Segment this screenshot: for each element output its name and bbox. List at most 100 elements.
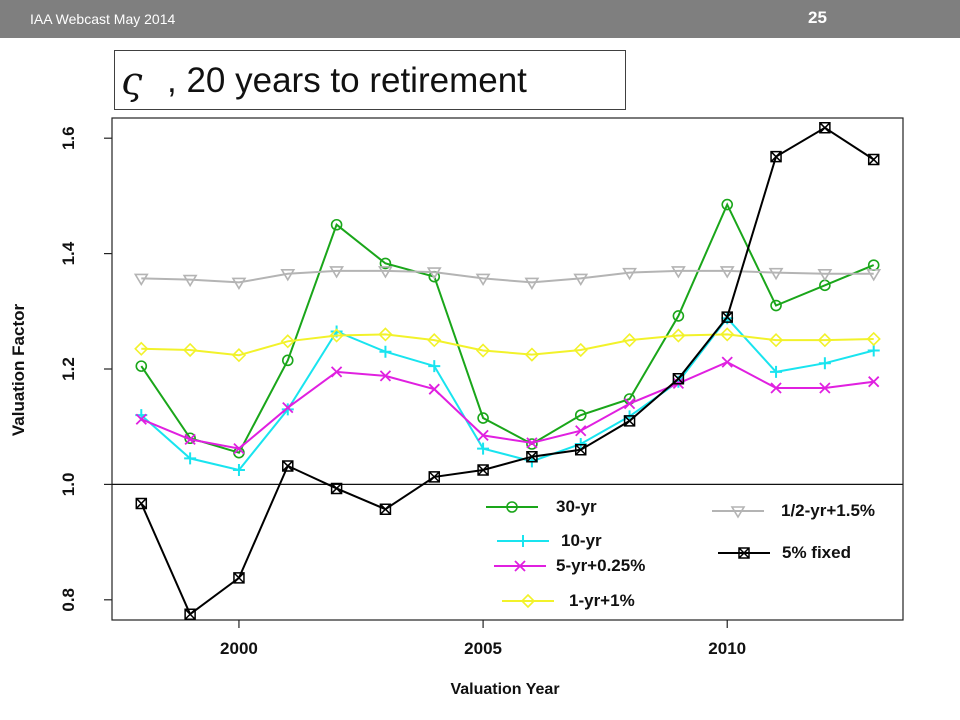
legend-marker <box>514 560 526 572</box>
data-point <box>770 150 782 163</box>
webcast-label: IAA Webcast May 2014 <box>30 11 176 27</box>
data-point <box>379 345 392 358</box>
data-point <box>720 327 735 342</box>
data-point <box>575 425 587 437</box>
y-tick-label: 1.0 <box>59 473 78 497</box>
legend-label: 30-yr <box>556 497 597 516</box>
data-point <box>526 437 538 449</box>
data-point <box>623 415 636 427</box>
slide-title-box: ς , 20 years to retirement <box>114 50 626 110</box>
x-axis-label: Valuation Year <box>450 681 559 698</box>
data-point <box>526 438 538 450</box>
title-symbol: ς <box>121 59 143 103</box>
y-tick-label: 1.4 <box>59 241 78 265</box>
data-point <box>184 433 196 446</box>
data-point <box>721 356 733 368</box>
data-point <box>770 299 782 312</box>
data-point <box>622 333 637 348</box>
series-line-1-2-yr-1-5 <box>141 269 874 284</box>
data-point <box>330 218 343 231</box>
data-point <box>281 403 294 416</box>
data-point <box>330 366 343 378</box>
data-point <box>428 471 441 483</box>
series-30-yr <box>135 198 880 459</box>
y-tick-label: 1.2 <box>59 357 78 381</box>
data-point <box>721 198 734 211</box>
data-point <box>768 333 784 348</box>
data-point <box>184 452 197 465</box>
data-point <box>282 402 294 414</box>
data-point <box>182 342 198 358</box>
legend-item: 5% fixed <box>718 543 851 562</box>
data-point <box>526 450 538 463</box>
data-point <box>817 333 833 348</box>
data-point <box>135 497 148 510</box>
data-point <box>280 268 296 282</box>
data-point <box>280 334 295 349</box>
data-point <box>282 460 294 472</box>
y-tick-label: 0.8 <box>59 588 78 612</box>
data-point <box>379 370 392 382</box>
data-point <box>330 482 343 495</box>
x-tick-label: 2010 <box>708 639 746 658</box>
data-point <box>231 277 247 291</box>
data-point <box>475 273 491 286</box>
data-point <box>184 608 196 620</box>
series-line-10-yr <box>140 316 874 472</box>
data-point <box>524 277 540 291</box>
data-point <box>721 311 733 323</box>
data-point <box>670 266 686 279</box>
legend-label: 1-yr+1% <box>569 591 635 610</box>
series-10-yr <box>135 312 880 476</box>
data-point <box>477 442 490 455</box>
legend-marker <box>517 535 529 547</box>
data-point <box>623 397 636 410</box>
data-point <box>475 343 491 358</box>
data-point <box>231 348 247 363</box>
data-point <box>329 266 345 279</box>
data-point <box>134 341 149 356</box>
data-point <box>574 409 587 421</box>
data-point <box>672 373 685 385</box>
data-point <box>867 344 880 357</box>
data-point <box>378 327 393 342</box>
data-point <box>133 273 149 286</box>
data-point <box>182 274 198 288</box>
data-point <box>428 383 440 395</box>
slide-header-bar: IAA Webcast May 2014 25 <box>0 0 960 38</box>
data-point <box>622 267 637 281</box>
series-line-30-yr <box>140 202 875 454</box>
data-point <box>329 328 344 343</box>
chart-series <box>133 122 882 620</box>
data-point <box>233 572 245 584</box>
legend-item: 1/2-yr+1.5% <box>712 501 875 520</box>
data-point <box>232 463 245 476</box>
data-point <box>427 333 442 348</box>
x-tick-label: 2005 <box>464 639 502 658</box>
data-point <box>866 331 881 347</box>
legend-marker <box>520 593 536 609</box>
data-point <box>671 328 686 343</box>
data-point <box>817 268 833 282</box>
data-point <box>574 438 587 451</box>
data-point <box>477 464 489 476</box>
data-point <box>379 503 392 515</box>
legend-marker <box>738 547 750 559</box>
data-point <box>672 310 685 322</box>
data-point <box>770 365 783 378</box>
legend-item: 5-yr+0.25% <box>494 556 645 575</box>
series-line-5-yr-0-25 <box>140 360 874 450</box>
legend-item: 1-yr+1% <box>502 591 635 610</box>
data-point <box>573 342 588 358</box>
data-point <box>768 267 784 281</box>
data-point <box>770 382 782 394</box>
x-tick-label: 2000 <box>220 639 258 658</box>
legend-label: 1/2-yr+1.5% <box>781 501 875 520</box>
data-point <box>477 429 489 441</box>
series-1-yr-1 <box>134 327 881 363</box>
legend-marker <box>730 506 746 519</box>
data-point <box>477 412 489 424</box>
data-point <box>573 273 589 286</box>
slide-number: 25 <box>808 8 827 27</box>
series-1-2-yr-1-5 <box>133 266 882 291</box>
